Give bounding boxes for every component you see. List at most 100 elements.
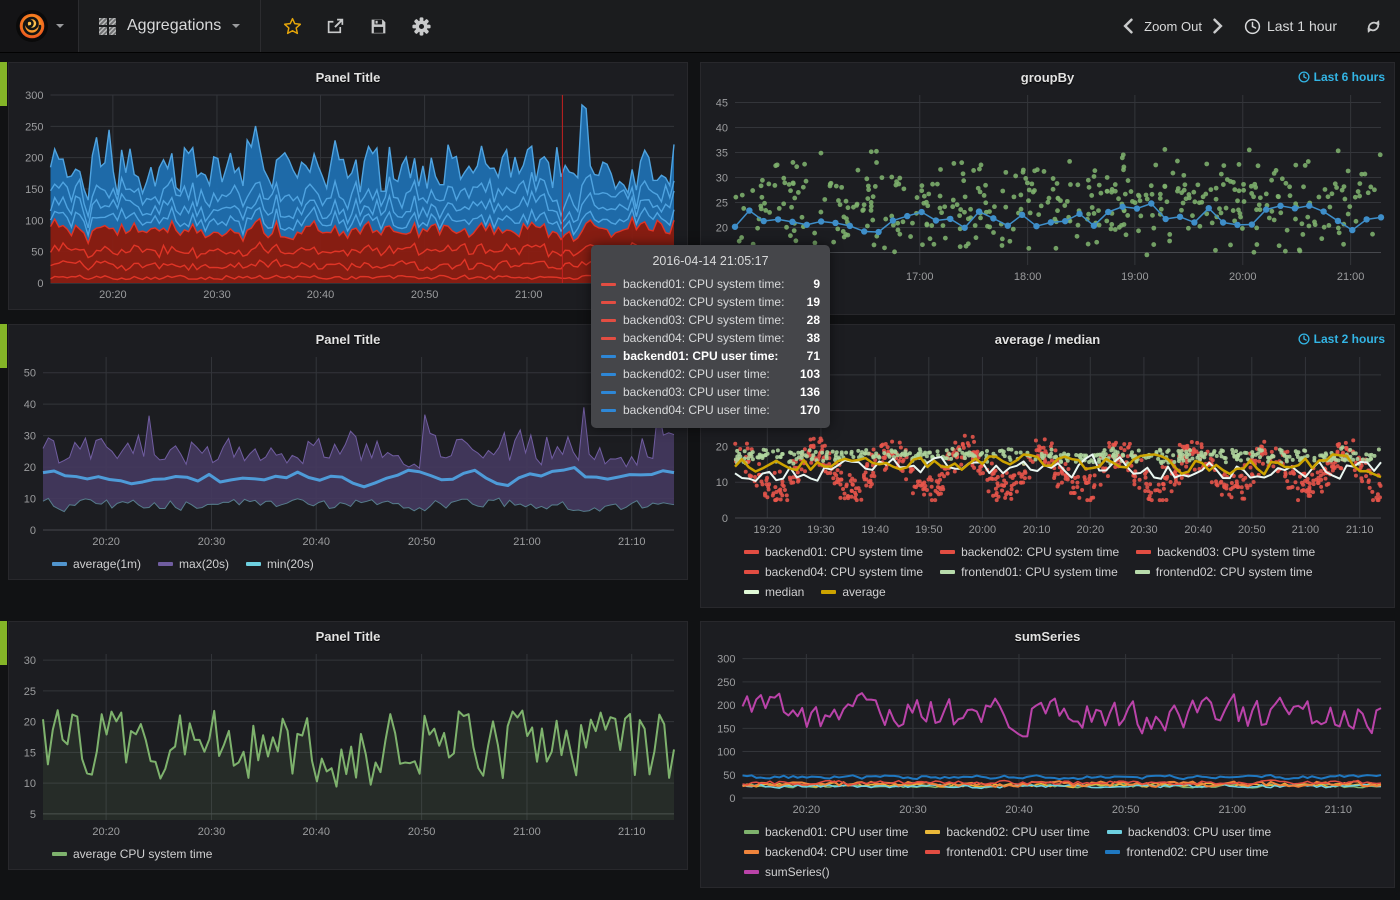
legend-item[interactable]: frontend02: CPU user time	[1105, 843, 1269, 861]
row-collapse-handle[interactable]	[0, 324, 7, 368]
panel-title[interactable]: Panel Title	[315, 629, 381, 644]
svg-text:10: 10	[24, 778, 36, 790]
panel-title[interactable]: Panel Title	[315, 332, 381, 347]
tooltip-series-value: 19	[806, 295, 820, 309]
panel-sumseries: sumSeries 0 50 100 150 200 250 300 20:20 20:30 20…	[700, 621, 1395, 888]
series-swatch	[601, 372, 616, 376]
logo-caret-icon	[55, 24, 64, 28]
legend-swatch	[744, 570, 759, 574]
svg-text:20:30: 20:30	[1130, 524, 1158, 536]
legend-swatch	[925, 830, 941, 834]
legend-item[interactable]: backend03: CPU user time	[1106, 823, 1272, 841]
settings-icon[interactable]	[412, 16, 431, 36]
legend-item[interactable]: max(20s)	[158, 555, 229, 573]
legend-item[interactable]: backend04: CPU system time	[744, 563, 923, 581]
shift-time-forward-icon[interactable]	[1212, 18, 1224, 34]
panel-header: average / median Last 2 hours	[708, 328, 1387, 351]
svg-text:19:50: 19:50	[915, 524, 943, 536]
cpu-times-chart[interactable]: 0 50 100 150 200 250 300 20:20 20:30 20:40 20:50 21…	[16, 89, 680, 305]
tooltip-row: backend04: CPU system time: 38	[601, 329, 820, 347]
panel-title[interactable]: average / median	[994, 332, 1101, 347]
legend-item[interactable]: backend02: CPU system time	[940, 543, 1119, 561]
grafana-logo-menu[interactable]	[0, 0, 79, 52]
legend-item[interactable]: frontend01: CPU user time	[925, 843, 1088, 861]
svg-text:21:00: 21:00	[1292, 524, 1320, 536]
svg-text:250: 250	[25, 121, 43, 133]
dashboard-picker[interactable]: Aggregations	[79, 0, 262, 52]
legend-item[interactable]: average CPU system time	[52, 845, 212, 863]
shift-time-back-icon[interactable]	[1122, 18, 1134, 34]
time-range-label: Last 1 hour	[1266, 18, 1337, 34]
time-picker[interactable]: Last 1 hour	[1244, 18, 1337, 35]
legend: backend01: CPU system time backend02: CPU…	[708, 540, 1387, 603]
legend-item[interactable]: backend04: CPU user time	[744, 843, 908, 861]
legend-label: backend01: CPU user time	[765, 825, 909, 839]
legend-item[interactable]: frontend01: CPU system time	[940, 563, 1118, 581]
svg-text:35: 35	[716, 148, 728, 160]
svg-text:21:00: 21:00	[1218, 804, 1246, 816]
series-swatch	[601, 318, 616, 322]
legend-swatch	[158, 562, 174, 566]
navbar: Aggregations	[0, 0, 1400, 53]
legend-item[interactable]: min(20s)	[246, 555, 314, 573]
svg-text:20:00: 20:00	[969, 524, 997, 536]
legend-swatch	[744, 550, 759, 554]
tooltip-series-value: 170	[799, 403, 820, 417]
legend-item[interactable]: backend01: CPU system time	[744, 543, 923, 561]
legend-label: backend03: CPU user time	[1127, 825, 1272, 839]
tooltip-series-label: backend04: CPU system time:	[623, 331, 785, 345]
svg-text:30: 30	[24, 431, 36, 443]
row-collapse-handle[interactable]	[0, 621, 7, 665]
tooltip-series-label: backend01: CPU user time:	[623, 349, 779, 363]
zoom-out-button[interactable]: Zoom Out	[1144, 18, 1202, 34]
legend-swatch	[744, 830, 759, 834]
svg-text:21:10: 21:10	[1324, 804, 1352, 816]
legend-item[interactable]: average	[821, 583, 886, 601]
star-icon[interactable]	[283, 17, 302, 36]
legend-item[interactable]: backend03: CPU system time	[1136, 543, 1315, 561]
sumseries-chart[interactable]: 0 50 100 150 200 250 300 20:20 20:30 20:40 20:50 21…	[708, 648, 1387, 820]
legend-item[interactable]: backend02: CPU user time	[925, 823, 1090, 841]
panel-header: sumSeries	[708, 625, 1387, 648]
legend-swatch	[940, 550, 956, 554]
legend-label: frontend02: CPU user time	[1126, 845, 1269, 859]
legend-item[interactable]: sumSeries()	[744, 863, 830, 881]
legend: backend01: CPU user time backend02: CPU u…	[708, 820, 1387, 883]
svg-text:20:40: 20:40	[307, 289, 335, 301]
svg-text:20:40: 20:40	[1184, 524, 1212, 536]
save-icon[interactable]	[369, 17, 388, 36]
tooltip-series-value: 103	[799, 367, 820, 381]
legend-item[interactable]: backend01: CPU user time	[744, 823, 908, 841]
tooltip-series-label: backend01: CPU system time:	[623, 277, 785, 291]
svg-text:20: 20	[716, 441, 728, 453]
svg-text:21:10: 21:10	[1346, 524, 1374, 536]
panel-average-cpu: Panel Title 5 10 15 20 25 30 20:20 20:30 20:40 20…	[8, 621, 688, 870]
svg-text:250: 250	[717, 677, 735, 689]
legend-swatch	[1106, 830, 1122, 834]
svg-text:20:30: 20:30	[899, 804, 927, 816]
svg-text:21:00: 21:00	[513, 826, 541, 838]
average-cpu-chart[interactable]: 5 10 15 20 25 30 20:20 20:30 20:40 20:50 21:00 21:1…	[16, 648, 680, 842]
panel-title[interactable]: Panel Title	[315, 70, 381, 85]
row-collapse-handle[interactable]	[0, 62, 7, 106]
legend-item[interactable]: average(1m)	[52, 555, 141, 573]
min-max-avg-chart[interactable]: 0 10 20 30 40 50 20:20 20:30 20:40 20:50 21:00 21:1…	[16, 351, 680, 552]
svg-text:200: 200	[25, 153, 43, 165]
legend-swatch	[52, 562, 67, 566]
panel-title[interactable]: sumSeries	[1014, 629, 1081, 644]
svg-text:30: 30	[716, 173, 728, 185]
svg-text:20:50: 20:50	[1112, 804, 1140, 816]
refresh-icon[interactable]	[1365, 18, 1382, 35]
tooltip-row: backend02: CPU user time: 103	[601, 365, 820, 383]
series-swatch	[601, 408, 616, 412]
svg-text:20:30: 20:30	[198, 536, 226, 548]
share-icon[interactable]	[326, 17, 345, 36]
svg-text:19:00: 19:00	[1121, 271, 1149, 283]
svg-text:20:00: 20:00	[1229, 271, 1257, 283]
legend-item[interactable]: frontend02: CPU system time	[1134, 563, 1313, 581]
panel-title[interactable]: groupBy	[1020, 70, 1075, 85]
svg-text:19:20: 19:20	[754, 524, 782, 536]
legend-item[interactable]: median	[744, 583, 804, 601]
svg-text:20:40: 20:40	[302, 536, 330, 548]
